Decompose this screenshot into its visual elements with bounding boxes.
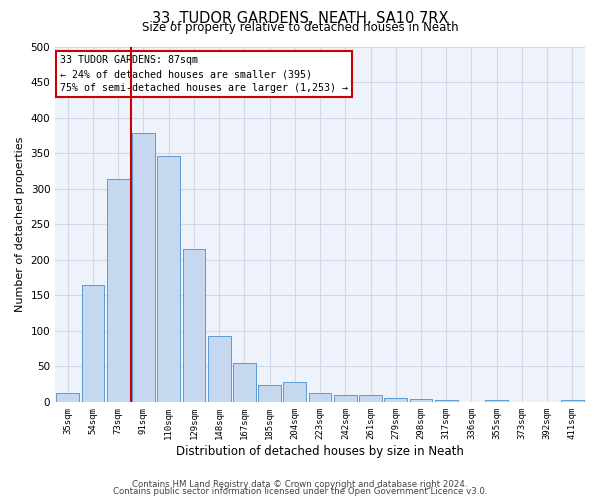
Bar (258, 385, 281, 402)
Bar (107, 180, 130, 402)
X-axis label: Distribution of detached houses by size in Neath: Distribution of detached houses by size … (176, 444, 464, 458)
Text: Contains public sector information licensed under the Open Government Licence v3: Contains public sector information licen… (113, 487, 487, 496)
Bar (132, 133, 155, 402)
Bar (56, 392, 79, 402)
Bar (485, 400, 508, 402)
Bar (334, 394, 356, 402)
Bar (309, 392, 331, 402)
Bar (410, 399, 433, 402)
Bar (385, 398, 407, 402)
Y-axis label: Number of detached properties: Number of detached properties (15, 136, 25, 312)
Bar (435, 400, 458, 402)
Bar (283, 382, 306, 402)
Bar (182, 249, 205, 402)
Bar (233, 362, 256, 402)
Bar (157, 156, 180, 402)
Text: Contains HM Land Registry data © Crown copyright and database right 2024.: Contains HM Land Registry data © Crown c… (132, 480, 468, 489)
Text: Size of property relative to detached houses in Neath: Size of property relative to detached ho… (142, 21, 458, 34)
Text: 33 TUDOR GARDENS: 87sqm
← 24% of detached houses are smaller (395)
75% of semi-d: 33 TUDOR GARDENS: 87sqm ← 24% of detache… (61, 56, 349, 94)
Bar (82, 284, 104, 402)
Bar (208, 336, 230, 402)
Bar (561, 400, 584, 402)
Bar (359, 396, 382, 402)
Text: 33, TUDOR GARDENS, NEATH, SA10 7RX: 33, TUDOR GARDENS, NEATH, SA10 7RX (152, 11, 448, 26)
